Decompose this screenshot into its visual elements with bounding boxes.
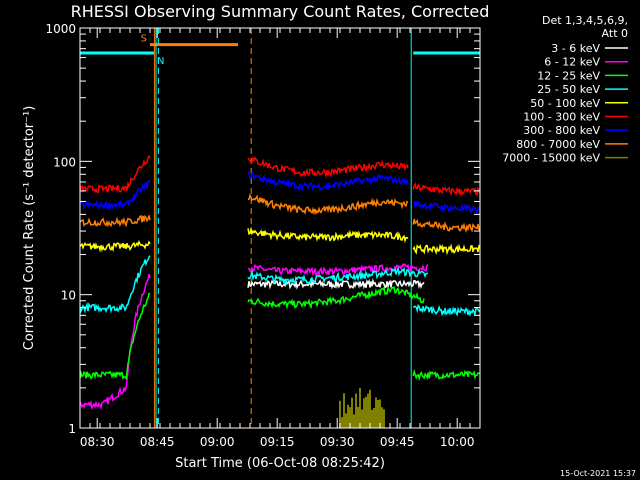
x-tick-label: 08:30 bbox=[80, 435, 115, 449]
legend-label: 25 - 50 keV bbox=[537, 83, 600, 96]
series-trace-mid bbox=[247, 156, 409, 179]
y-axis-ticks: 1 10 100 1000 bbox=[45, 22, 480, 436]
legend-label: 50 - 100 keV bbox=[530, 97, 600, 110]
series-trace-pre bbox=[79, 154, 151, 194]
x-axis-label: Start Time (06-Oct-08 08:25:42) bbox=[175, 456, 385, 471]
series-trace-pre bbox=[79, 179, 151, 211]
x-tick-label: 09:30 bbox=[320, 435, 355, 449]
legend-label: 800 - 7000 keV bbox=[516, 138, 600, 151]
flag-bars: SN bbox=[80, 34, 480, 67]
series-trace-mid bbox=[247, 193, 409, 216]
series-trace-mid bbox=[247, 266, 429, 286]
series-trace-pre bbox=[79, 292, 151, 381]
series-trace-mid bbox=[247, 170, 409, 193]
x-tick-label: 08:45 bbox=[140, 435, 175, 449]
series-trace-post bbox=[413, 199, 481, 216]
series-trace-mid bbox=[247, 286, 425, 310]
series-trace-post bbox=[412, 243, 481, 256]
series-trace-pre bbox=[79, 214, 151, 228]
series-trace-post bbox=[412, 218, 481, 233]
flag-label-n: N bbox=[157, 56, 164, 67]
legend-header-1: Det 1,3,4,5,6,9, bbox=[542, 14, 628, 27]
series-trace-mid bbox=[247, 226, 409, 244]
flag-label-s: S bbox=[141, 34, 147, 45]
series-traces bbox=[79, 154, 481, 428]
legend-label: 100 - 300 keV bbox=[523, 111, 600, 124]
x-tick-label: 10:00 bbox=[440, 435, 475, 449]
y-tick-label: 1 bbox=[68, 422, 76, 436]
series-trace-pre bbox=[79, 273, 151, 411]
series-trace-post bbox=[412, 368, 481, 382]
chart-title: RHESSI Observing Summary Count Rates, Co… bbox=[71, 2, 490, 21]
y-tick-label: 100 bbox=[53, 155, 76, 169]
legend-label: 3 - 6 keV bbox=[551, 42, 600, 55]
y-axis-label: Corrected Count Rate (s⁻¹ detector⁻¹) bbox=[22, 106, 37, 351]
x-tick-label: 09:00 bbox=[200, 435, 235, 449]
series-trace-post bbox=[412, 303, 481, 317]
y-tick-label: 1000 bbox=[45, 22, 76, 36]
legend-label: 7000 - 15000 keV bbox=[502, 152, 600, 165]
legend-label: 300 - 800 keV bbox=[523, 124, 600, 137]
series-trace-pre bbox=[79, 255, 151, 314]
legend-header-2: Att 0 bbox=[602, 27, 628, 40]
legend-label: 6 - 12 keV bbox=[544, 56, 600, 69]
x-axis-ticks: 08:30 08:45 09:00 09:15 09:30 09:45 10:00 bbox=[79, 28, 481, 449]
event-lines bbox=[153, 28, 481, 428]
plot-frame bbox=[79, 27, 481, 429]
x-tick-label: 09:45 bbox=[380, 435, 415, 449]
series-trace-post bbox=[412, 182, 481, 197]
y-tick-label: 10 bbox=[61, 289, 76, 303]
series-trace-mid bbox=[247, 262, 429, 278]
legend-label: 12 - 25 keV bbox=[537, 69, 600, 82]
footer-timestamp: 15-Oct-2021 15:37 bbox=[560, 469, 636, 478]
series-trace-pre bbox=[79, 239, 151, 253]
x-tick-label: 09:15 bbox=[260, 435, 295, 449]
